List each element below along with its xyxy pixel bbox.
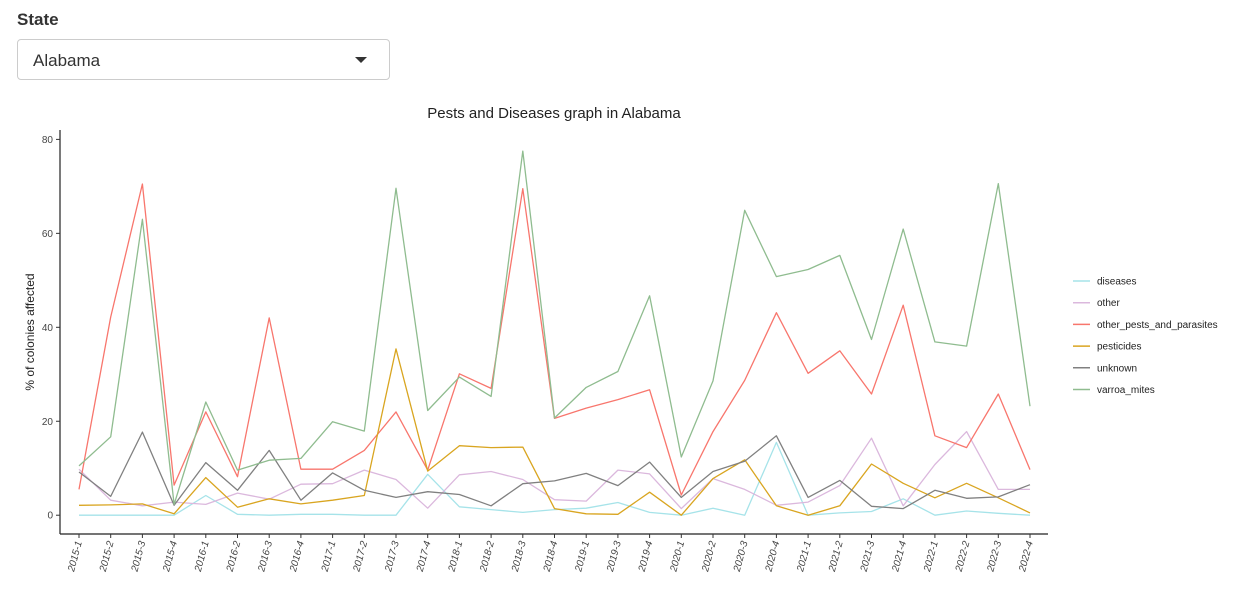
x-tick-label: 2022-4 xyxy=(1017,540,1036,574)
x-tick-label: 2017-2 xyxy=(351,540,370,574)
x-tick-label: 2015-2 xyxy=(98,540,117,574)
legend-label-other: other xyxy=(1097,298,1120,309)
x-tick-label: 2019-1 xyxy=(573,540,592,574)
x-tick-label: 2021-2 xyxy=(827,540,846,574)
x-tick-label: 2021-1 xyxy=(795,540,814,574)
x-tick-label: 2018-2 xyxy=(478,540,497,574)
state-filter-label: State xyxy=(17,10,59,29)
x-tick-label: 2016-4 xyxy=(288,540,307,574)
x-tick-label: 2022-1 xyxy=(922,540,941,574)
x-tick-label: 2022-3 xyxy=(985,540,1004,574)
x-tick-label: 2019-4 xyxy=(637,540,656,574)
x-tick-label: 2017-1 xyxy=(320,540,339,574)
legend-label-other-pests-and-parasites: other_pests_and_parasites xyxy=(1097,320,1218,331)
y-tick-label: 60 xyxy=(42,229,54,240)
legend-label-diseases: diseases xyxy=(1097,277,1136,288)
legend-label-unknown: unknown xyxy=(1097,363,1137,374)
chart-title: Pests and Diseases graph in Alabama xyxy=(427,105,681,122)
state-select[interactable]: Alabama xyxy=(17,39,390,80)
x-tick-label: 2015-3 xyxy=(129,540,148,574)
x-tick-label: 2021-3 xyxy=(858,540,877,574)
x-tick-label: 2015-1 xyxy=(66,540,85,574)
x-tick-label: 2016-2 xyxy=(224,540,243,574)
x-tick-label: 2019-3 xyxy=(605,540,624,574)
x-tick-label: 2017-3 xyxy=(383,540,402,574)
x-tick-label: 2020-1 xyxy=(668,540,687,574)
x-tick-label: 2021-4 xyxy=(890,540,909,574)
legend-label-pesticides: pesticides xyxy=(1097,342,1141,353)
x-tick-label: 2017-4 xyxy=(415,540,434,574)
x-tick-label: 2020-2 xyxy=(700,540,719,574)
y-tick-label: 80 xyxy=(42,135,54,146)
y-axis-label: % of colonies affected xyxy=(23,273,37,390)
series-line-unknown xyxy=(78,431,1031,510)
x-tick-label: 2015-4 xyxy=(161,540,180,574)
series-line-pesticides xyxy=(78,348,1031,516)
series-line-other-pests-and-parasites xyxy=(78,183,1031,496)
y-tick-label: 0 xyxy=(47,511,53,522)
x-tick-label: 2018-3 xyxy=(510,540,529,574)
legend-label-varroa-mites: varroa_mites xyxy=(1097,385,1155,396)
x-tick-label: 2020-3 xyxy=(732,540,751,574)
x-tick-label: 2016-3 xyxy=(256,540,275,574)
state-select-value: Alabama xyxy=(33,51,101,70)
x-tick-label: 2022-2 xyxy=(954,540,973,574)
y-tick-label: 20 xyxy=(42,417,54,428)
x-tick-label: 2016-1 xyxy=(193,540,212,574)
x-tick-label: 2018-1 xyxy=(446,540,465,574)
chevron-down-icon xyxy=(355,57,367,63)
x-tick-label: 2020-4 xyxy=(763,540,782,574)
x-tick-label: 2018-4 xyxy=(541,540,560,574)
y-tick-label: 40 xyxy=(42,323,54,334)
series-line-varroa-mites xyxy=(78,150,1031,506)
series-line-diseases xyxy=(79,441,1031,516)
series-line-other xyxy=(78,430,1030,510)
